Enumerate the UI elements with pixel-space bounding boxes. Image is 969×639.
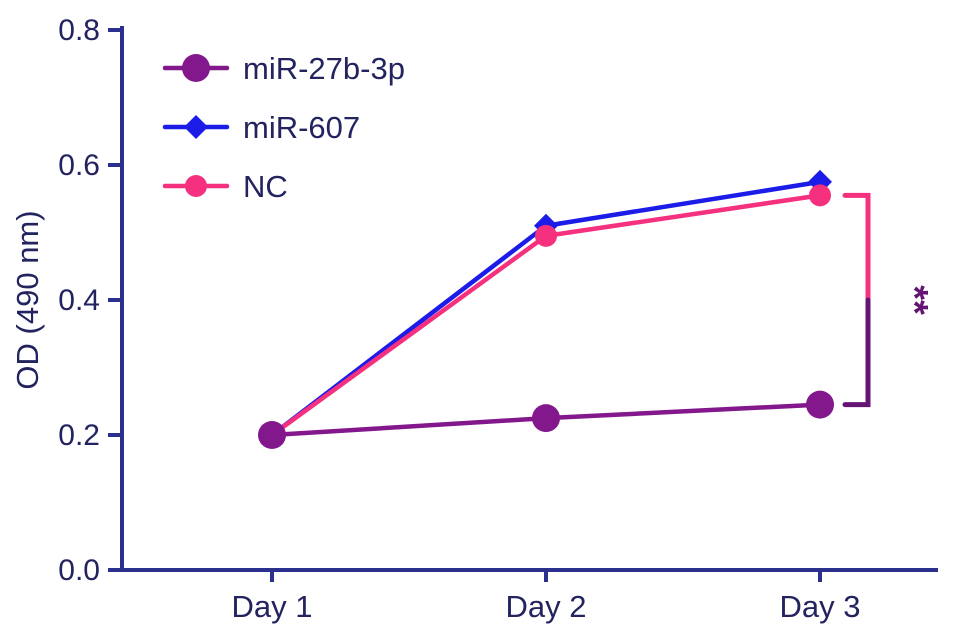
x-tick-label: Day 1 <box>232 589 313 624</box>
data-point-circle <box>535 224 557 247</box>
legend-label: miR-607 <box>243 110 360 145</box>
data-point-circle <box>806 390 834 419</box>
y-tick-label: 0.0 <box>58 554 100 587</box>
x-tick-label: Day 2 <box>506 589 587 624</box>
data-point-circle <box>185 175 207 197</box>
significance-bracket-bottom <box>842 297 871 408</box>
legend-label: NC <box>243 169 288 204</box>
legend-label: miR-27b-3p <box>243 51 405 86</box>
x-tick-label: Day 3 <box>780 589 861 624</box>
y-tick-label: 0.2 <box>58 419 100 452</box>
y-tick-label: 0.8 <box>58 14 100 47</box>
data-point-circle <box>809 184 831 207</box>
y-tick-label: 0.6 <box>58 149 100 182</box>
data-point-circle <box>532 404 560 433</box>
significance-label: ** <box>893 285 935 315</box>
data-point-diamond <box>184 115 208 139</box>
y-axis-label: OD (490 nm) <box>10 210 45 389</box>
data-point-circle <box>182 54 210 82</box>
significance-bracket-top <box>842 192 871 303</box>
data-point-circle <box>258 421 286 449</box>
y-tick-label: 0.4 <box>58 284 100 317</box>
